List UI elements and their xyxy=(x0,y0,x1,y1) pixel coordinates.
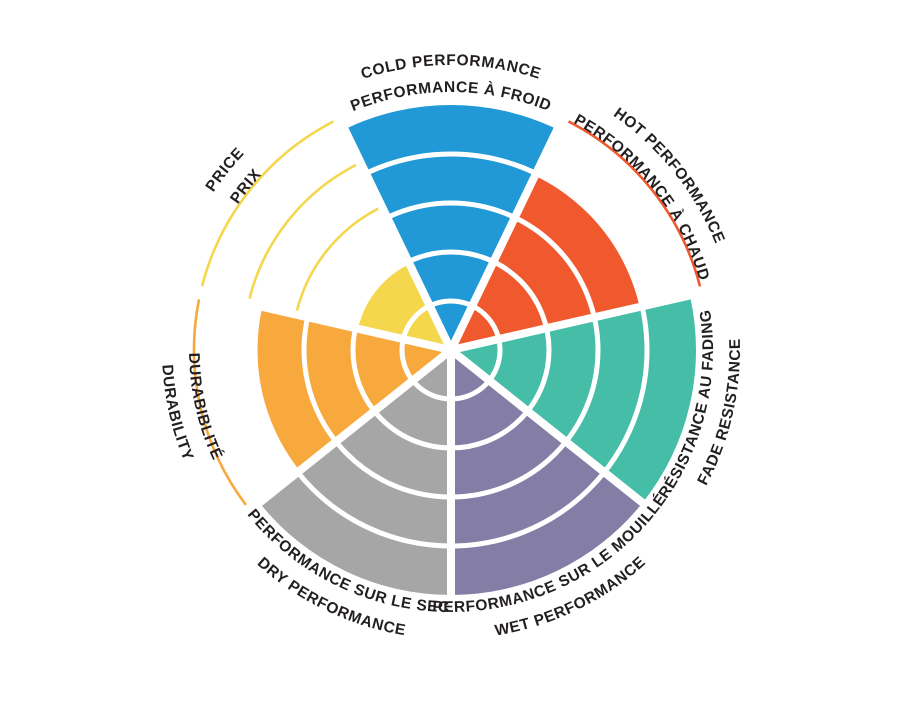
potential-arc-price-ring4 xyxy=(248,163,357,299)
wedge-fade-resistance xyxy=(451,295,697,503)
wedge-dry-performance xyxy=(259,350,451,595)
potential-arc-price-ring3 xyxy=(295,207,379,311)
potential-arc-hot-performance-ring5 xyxy=(567,120,702,287)
spoke-1 xyxy=(447,106,571,352)
wedge-fills xyxy=(254,104,697,595)
spoke-3 xyxy=(448,346,664,521)
wedge-wet-performance xyxy=(451,350,643,595)
wedge-cold-performance xyxy=(344,104,558,350)
label-text-hot-performance-line1: HOT PERFORMANCE xyxy=(610,105,727,246)
label-hot-performance-line1: HOT PERFORMANCE xyxy=(610,105,727,246)
spoke-6 xyxy=(188,286,452,354)
potential-arc-price-ring5 xyxy=(200,120,335,287)
spoke-2 xyxy=(450,286,714,354)
wedge-spokes xyxy=(188,106,714,618)
spoke-0 xyxy=(331,106,455,352)
spoke-5 xyxy=(238,346,454,521)
potential-ring-arcs xyxy=(192,120,702,506)
label-cold-performance-line1: COLD PERFORMANCE xyxy=(359,52,543,83)
potential-arc-durability-ring5 xyxy=(192,299,247,506)
label-text-cold-performance-line1: COLD PERFORMANCE xyxy=(359,52,543,83)
